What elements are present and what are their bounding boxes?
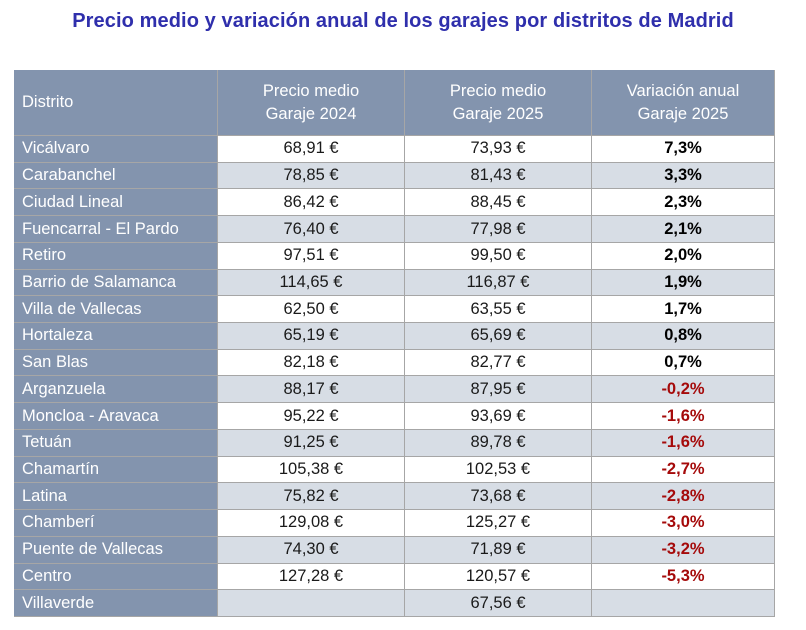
variation-cell: -2,8% (592, 483, 775, 511)
price-2024-cell: 88,17 € (218, 376, 405, 404)
price-2024-cell: 82,18 € (218, 349, 405, 377)
price-2025-cell: 82,77 € (405, 349, 592, 377)
price-2025-cell: 77,98 € (405, 216, 592, 243)
price-2025-cell: 120,57 € (405, 563, 592, 591)
district-cell: Fuencarral - El Pardo (14, 216, 218, 243)
district-cell: Ciudad Lineal (14, 189, 218, 217)
header-precio-2025: Precio medio Garaje 2025 (405, 70, 592, 136)
district-cell: Chamberí (14, 510, 218, 537)
price-2024-cell: 86,42 € (218, 189, 405, 217)
table-row: Retiro 97,51 €99,50 €2,0% (14, 242, 775, 270)
table-row: Moncloa - Aravaca 95,22 €93,69 € -1,6% (14, 403, 775, 430)
price-2025-cell: 65,69 € (405, 323, 592, 350)
variation-cell: 1,7% (592, 296, 775, 324)
variation-cell: -1,6% (592, 429, 775, 457)
table-row: Vicálvaro 68,91 €73,93 €7,3% (14, 136, 775, 163)
district-cell: Villa de Vallecas (14, 296, 218, 324)
district-cell: Barrio de Salamanca (14, 269, 218, 297)
price-2024-cell: 97,51 € (218, 242, 405, 270)
district-cell: Tetuán (14, 429, 218, 457)
district-cell: Retiro (14, 242, 218, 270)
table-body: Vicálvaro 68,91 €73,93 €7,3% Carabanchel 78… (14, 136, 775, 617)
price-2025-cell: 81,43 € (405, 162, 592, 190)
table-row: Chamartín 105,38 €102,53 € -2,7% (14, 456, 775, 484)
district-cell: Vicálvaro (14, 136, 218, 163)
variation-cell: 0,7% (592, 349, 775, 377)
price-2025-cell: 71,89 € (405, 536, 592, 564)
table-row: Villa de Vallecas 62,50 €63,55 €1,7% (14, 296, 775, 324)
table-row: Arganzuela 88,17 €87,95 € -0,2% (14, 376, 775, 404)
price-2025-cell: 87,95 € (405, 376, 592, 404)
table-row: Fuencarral - El Pardo 76,40 €77,98 €2,1% (14, 216, 775, 243)
variation-cell: -1,6% (592, 403, 775, 430)
price-2025-cell: 67,56 € (405, 590, 592, 617)
table-row: Carabanchel 78,85 €81,43 €3,3% (14, 162, 775, 190)
table-row: Hortaleza 65,19 €65,69 €0,8% (14, 323, 775, 350)
table-row: Tetuán 91,25 €89,78 € -1,6% (14, 429, 775, 457)
price-2024-cell: 105,38 € (218, 456, 405, 484)
price-2024-cell: 75,82 € (218, 483, 405, 511)
garage-price-table: Distrito Precio medio Garaje 2024 Precio… (14, 70, 775, 617)
price-2024-cell: 95,22 € (218, 403, 405, 430)
price-2025-cell: 73,68 € (405, 483, 592, 511)
district-cell: San Blas (14, 349, 218, 377)
variation-cell: 2,3% (592, 189, 775, 217)
variation-cell: 1,9% (592, 269, 775, 297)
header-precio-2024: Precio medio Garaje 2024 (218, 70, 405, 136)
variation-cell: 2,0% (592, 242, 775, 270)
header-variacion-2025: Variación anual Garaje 2025 (592, 70, 775, 136)
district-cell: Puente de Vallecas (14, 536, 218, 564)
district-cell: Chamartín (14, 456, 218, 484)
price-2024-cell: 129,08 € (218, 510, 405, 537)
price-2025-cell: 93,69 € (405, 403, 592, 430)
district-cell: Arganzuela (14, 376, 218, 404)
district-cell: Carabanchel (14, 162, 218, 190)
table-row: Chamberí 129,08 €125,27 € -3,0% (14, 510, 775, 537)
price-2025-cell: 73,93 € (405, 136, 592, 163)
variation-cell: 2,1% (592, 216, 775, 243)
table-row: Centro 127,28 €120,57 € -5,3% (14, 563, 775, 591)
table-row: Villaverde 67,56 € (14, 590, 775, 617)
table-row: Puente de Vallecas 74,30 €71,89 € -3,2% (14, 536, 775, 564)
variation-cell: -2,7% (592, 456, 775, 484)
price-2025-cell: 89,78 € (405, 429, 592, 457)
variation-cell: -3,0% (592, 510, 775, 537)
district-cell: Centro (14, 563, 218, 591)
variation-cell (592, 590, 775, 617)
district-cell: Villaverde (14, 590, 218, 617)
table-row: Latina 75,82 €73,68 € -2,8% (14, 483, 775, 511)
price-2025-cell: 99,50 € (405, 242, 592, 270)
table-row: Ciudad Lineal 86,42 €88,45 €2,3% (14, 189, 775, 217)
price-2025-cell: 116,87 € (405, 269, 592, 297)
price-2025-cell: 125,27 € (405, 510, 592, 537)
variation-cell: 7,3% (592, 136, 775, 163)
price-2025-cell: 63,55 € (405, 296, 592, 324)
district-cell: Moncloa - Aravaca (14, 403, 218, 430)
price-2024-cell: 127,28 € (218, 563, 405, 591)
table-row: Barrio de Salamanca 114,65 €116,87 €1,9% (14, 269, 775, 297)
price-2025-cell: 88,45 € (405, 189, 592, 217)
variation-cell: 3,3% (592, 162, 775, 190)
variation-cell: -0,2% (592, 376, 775, 404)
price-2024-cell: 91,25 € (218, 429, 405, 457)
district-cell: Hortaleza (14, 323, 218, 350)
header-distrito: Distrito (14, 70, 218, 136)
variation-cell: 0,8% (592, 323, 775, 350)
table-row: San Blas 82,18 €82,77 €0,7% (14, 349, 775, 377)
district-cell: Latina (14, 483, 218, 511)
variation-cell: -5,3% (592, 563, 775, 591)
price-2024-cell: 68,91 € (218, 136, 405, 163)
variation-cell: -3,2% (592, 536, 775, 564)
price-2024-cell: 78,85 € (218, 162, 405, 190)
price-2024-cell: 65,19 € (218, 323, 405, 350)
price-2024-cell: 114,65 € (218, 269, 405, 297)
price-2024-cell: 74,30 € (218, 536, 405, 564)
price-2025-cell: 102,53 € (405, 456, 592, 484)
price-2024-cell (218, 590, 405, 617)
price-2024-cell: 62,50 € (218, 296, 405, 324)
table-header-row: Distrito Precio medio Garaje 2024 Precio… (14, 70, 775, 136)
price-2024-cell: 76,40 € (218, 216, 405, 243)
page-title: Precio medio y variación anual de los ga… (72, 10, 734, 32)
